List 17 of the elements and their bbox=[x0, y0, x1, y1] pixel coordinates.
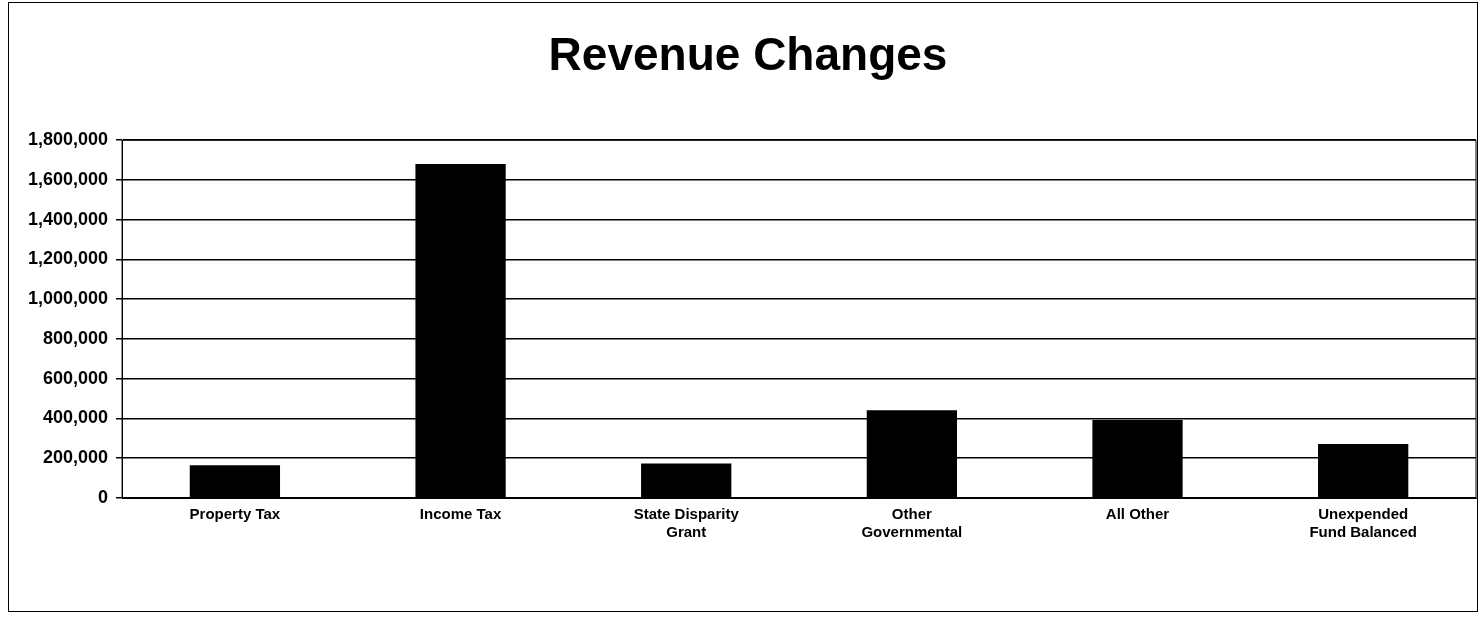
y-tick-label: 1,800,000 bbox=[28, 129, 109, 150]
y-tick-label: 0 bbox=[98, 486, 109, 507]
x-tick-label: All Other bbox=[1105, 505, 1170, 523]
x-tick-label: Unexpended Fund Balanced bbox=[1309, 505, 1417, 541]
x-tick-label: Other Governmental bbox=[861, 505, 963, 541]
y-tick-label: 600,000 bbox=[43, 367, 109, 388]
chart-title: Revenue Changes bbox=[548, 28, 948, 81]
x-tick-label: State Disparity Grant bbox=[633, 505, 740, 541]
x-tick-label: Income Tax bbox=[419, 505, 502, 523]
y-tick-label: 400,000 bbox=[43, 407, 109, 428]
y-tick-label: 1,200,000 bbox=[28, 248, 109, 269]
y-tick-label: 1,000,000 bbox=[28, 288, 109, 309]
x-tick-label: Property Tax bbox=[189, 505, 281, 523]
y-tick-label: 200,000 bbox=[43, 447, 109, 468]
y-tick-label: 1,600,000 bbox=[28, 168, 109, 189]
y-tick-label: 1,400,000 bbox=[28, 208, 109, 229]
y-tick-label: 800,000 bbox=[43, 327, 109, 348]
